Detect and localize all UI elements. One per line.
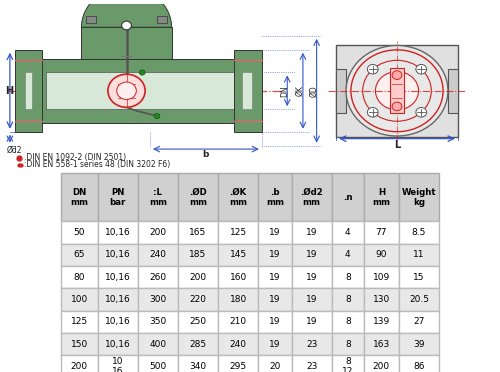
Bar xyxy=(336,45,458,137)
Polygon shape xyxy=(234,50,262,132)
Circle shape xyxy=(416,108,426,117)
Circle shape xyxy=(392,71,402,80)
Circle shape xyxy=(416,64,426,74)
Circle shape xyxy=(376,72,418,110)
Circle shape xyxy=(368,64,378,74)
Text: L: L xyxy=(394,140,400,150)
Text: DN: DN xyxy=(280,85,289,97)
Text: Ød2: Ød2 xyxy=(7,145,22,154)
Text: :DIN EN 558-1 series 48 (DIN 3202 F6): :DIN EN 558-1 series 48 (DIN 3202 F6) xyxy=(24,160,170,169)
Text: H: H xyxy=(5,86,13,96)
Bar xyxy=(390,68,404,113)
Circle shape xyxy=(392,102,402,111)
Circle shape xyxy=(140,70,145,75)
Text: ØK: ØK xyxy=(296,85,304,96)
Circle shape xyxy=(108,74,145,107)
Circle shape xyxy=(346,45,448,136)
Text: .DIN EN 1092-2 (DIN 2501): .DIN EN 1092-2 (DIN 2501) xyxy=(24,153,126,162)
Polygon shape xyxy=(82,27,172,58)
Bar xyxy=(157,16,166,23)
Text: ØD: ØD xyxy=(309,85,318,97)
Text: b: b xyxy=(202,150,209,159)
Polygon shape xyxy=(242,73,252,109)
Polygon shape xyxy=(336,69,346,113)
Bar xyxy=(46,73,242,109)
Polygon shape xyxy=(15,50,42,132)
Circle shape xyxy=(368,108,378,117)
Circle shape xyxy=(154,113,160,119)
Wedge shape xyxy=(82,0,172,27)
Polygon shape xyxy=(24,73,32,109)
Circle shape xyxy=(122,21,132,30)
Circle shape xyxy=(116,82,136,99)
Polygon shape xyxy=(32,58,252,123)
Polygon shape xyxy=(448,69,458,113)
Bar xyxy=(86,16,96,23)
